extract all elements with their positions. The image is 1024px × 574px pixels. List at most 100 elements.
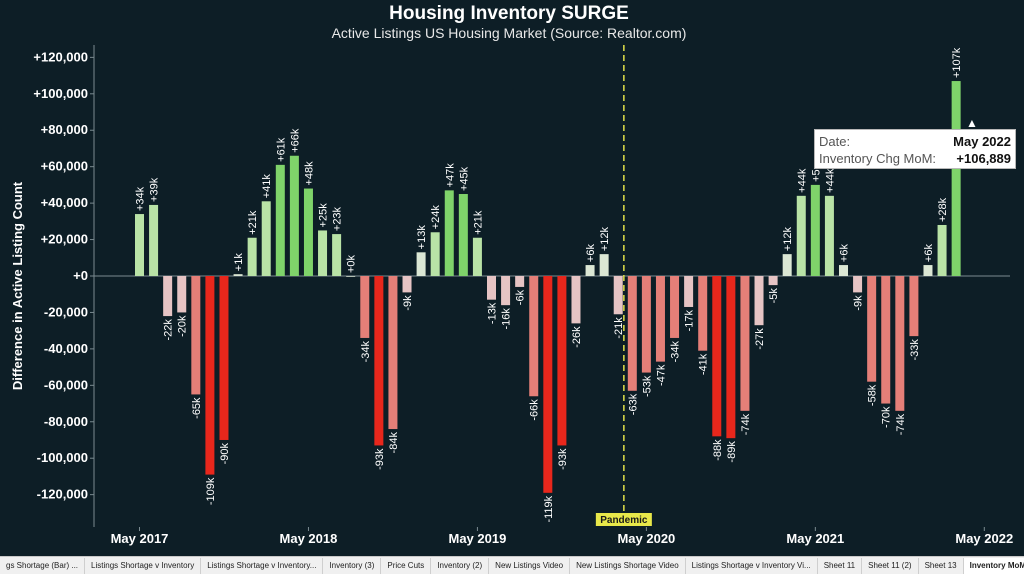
y-tick-label: -60,000 (44, 377, 88, 392)
tooltip: Date: May 2022 Inventory Chg MoM: +106,8… (814, 129, 1016, 169)
data-label: -20k (177, 315, 189, 337)
y-tick-label: +20,000 (41, 232, 88, 247)
bar (571, 276, 581, 324)
x-tick-label: May 2019 (449, 531, 507, 546)
data-label: +28k (937, 197, 949, 222)
data-label: +41k (261, 174, 273, 199)
bar-chart: +120,000 +100,000 +80,000 +60,000 +40,000 +20… (10, 45, 1013, 546)
bar (247, 237, 257, 276)
data-label: +48k (303, 161, 315, 186)
data-label: +12k (782, 226, 794, 251)
data-label: +21k (472, 210, 484, 235)
y-tick-label: -100,000 (37, 450, 88, 465)
chart-subtitle: Active Listings US Housing Market (Sourc… (331, 25, 687, 41)
bar (374, 276, 384, 446)
sheet-tab[interactable]: Inventory (2) (431, 557, 490, 574)
data-label: +107k (951, 47, 963, 78)
data-label: +21k (247, 210, 259, 235)
bar (754, 276, 764, 326)
bar (853, 276, 863, 293)
bar (824, 195, 834, 276)
y-axis-label: Difference in Active Listing Count (10, 181, 25, 390)
data-label: -22k (163, 319, 175, 341)
data-label: +44k (796, 168, 808, 193)
bar (388, 276, 398, 430)
bar (529, 276, 539, 397)
data-label: +47k (444, 163, 456, 188)
data-label: -88k (712, 439, 724, 461)
y-tick-label: +40,000 (41, 195, 88, 210)
bar (233, 274, 243, 276)
bar (163, 276, 173, 317)
bar (810, 184, 820, 276)
data-label: -58k (867, 384, 879, 406)
sheet-tab[interactable]: Sheet 11 (2) (862, 557, 919, 574)
data-label: -6k (515, 289, 527, 305)
bar (416, 252, 426, 276)
data-label: -93k (374, 448, 386, 470)
bar (458, 194, 468, 276)
data-label: +39k (149, 177, 161, 202)
y-tick-label: +120,000 (33, 49, 88, 64)
sheet-tab[interactable]: Inventory (3) (323, 557, 382, 574)
sheet-tab[interactable]: Listings Shortage v Inventory (85, 557, 202, 574)
data-label: +1k (233, 253, 245, 272)
bar (289, 155, 299, 276)
data-label: -109k (205, 477, 217, 505)
bar (655, 276, 665, 362)
bar (613, 276, 623, 315)
data-label: -16k (501, 308, 513, 330)
data-label: +13k (416, 225, 428, 250)
sheet-tab[interactable]: New Listings Video (489, 557, 571, 574)
data-label: +6k (923, 244, 935, 263)
sheet-tab[interactable]: Price Cuts (381, 557, 432, 574)
data-label: -63k (627, 393, 639, 415)
data-label: +44k (824, 168, 836, 193)
data-label: -53k (641, 375, 653, 397)
sheet-tab[interactable]: Sheet 11 (818, 557, 863, 574)
bar (191, 276, 201, 395)
data-label: +45k (458, 166, 470, 191)
bar (684, 276, 694, 307)
bar (909, 276, 919, 337)
mouse-pointer-icon: ▲ (966, 116, 978, 130)
x-tick-label: May 2021 (786, 531, 844, 546)
bar (360, 276, 370, 338)
bar (726, 276, 736, 439)
data-label: +66k (289, 128, 301, 153)
bar (557, 276, 567, 446)
sheet-tab[interactable]: New Listings Shortage Video (570, 557, 686, 574)
sheet-tab[interactable]: Listings Shortage v Inventory... (201, 557, 324, 574)
data-label: +61k (275, 137, 287, 162)
data-label: +6k (585, 244, 597, 263)
data-label: +6k (839, 244, 851, 263)
pandemic-label: Pandemic (600, 515, 648, 526)
sheet-tab-bar: gs Shortage (Bar) ... Listings Shortage v… (0, 556, 1024, 574)
bar (219, 276, 229, 440)
bar (177, 276, 187, 313)
sheet-tab[interactable]: gs Shortage (Bar) ... (0, 557, 86, 574)
bar (881, 276, 891, 404)
bar (599, 254, 609, 276)
sheet-tab[interactable]: Sheet 13 (919, 557, 964, 574)
bar (670, 276, 680, 338)
x-tick-label: May 2017 (111, 531, 169, 546)
data-label: -27k (754, 328, 766, 350)
bar (895, 276, 905, 411)
bar (839, 265, 848, 276)
y-tick-label: +100,000 (33, 86, 88, 101)
data-label: -119k (543, 495, 555, 522)
pandemic-label-box (595, 513, 652, 526)
sheet-tab[interactable]: Listings Shortage v Inventory Vi... (686, 557, 818, 574)
data-label: -74k (740, 413, 752, 435)
bar (543, 276, 553, 493)
sheet-tab[interactable]: Inventory MoM (963, 557, 1024, 574)
y-tick-label: +0 (73, 268, 88, 283)
bar (332, 234, 342, 276)
data-label: -34k (360, 340, 372, 362)
bar (515, 276, 525, 287)
data-label: +5 (810, 169, 822, 182)
bar (937, 224, 947, 276)
data-label: -33k (909, 339, 921, 361)
data-label: +23k (332, 206, 344, 231)
